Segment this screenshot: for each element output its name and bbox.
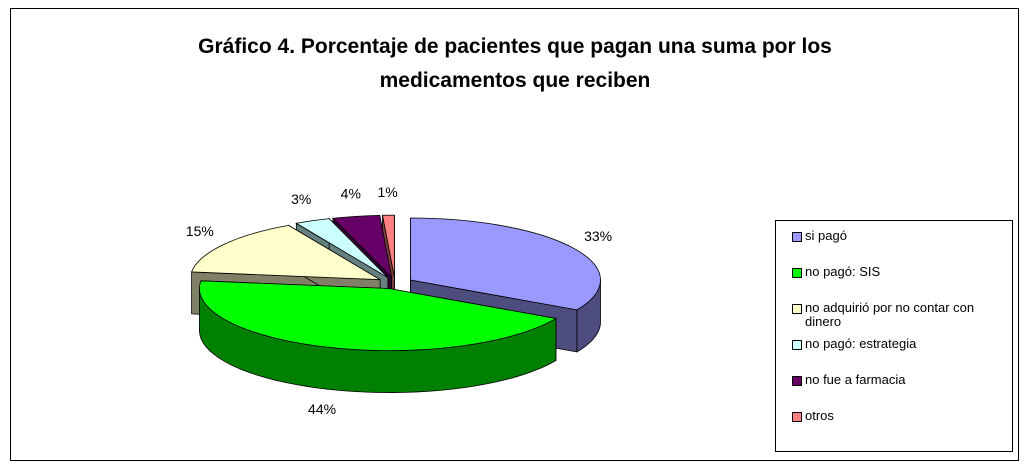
slice	[199, 280, 558, 351]
chart-title: Gráfico 4. Porcentaje de pacientes que p…	[198, 35, 832, 92]
legend-item: no fue a farmacia	[792, 372, 1006, 387]
legend-label: no fue a farmacia	[805, 372, 906, 387]
chart-frame	[10, 8, 1019, 461]
data-label: 33%	[584, 228, 612, 244]
data-label: 44%	[308, 401, 336, 417]
legend-swatch	[792, 232, 802, 242]
legend-swatch	[792, 412, 802, 422]
slice	[332, 214, 393, 279]
legend-swatch	[792, 268, 802, 278]
legend-swatch	[792, 340, 802, 350]
legend-label: si pagó	[805, 228, 847, 243]
legend-item: no pagó: estrategia	[792, 336, 1006, 351]
legend-swatch	[792, 376, 802, 386]
slice	[191, 224, 381, 281]
slice	[410, 217, 601, 311]
legend-item: otros	[792, 408, 1006, 423]
legend-item: no pagó: SIS	[792, 264, 1006, 279]
legend-item: no adquirió por no contar con dinero	[792, 300, 1006, 329]
legend-label: otros	[805, 408, 834, 423]
data-label: 4%	[341, 185, 361, 201]
slice	[295, 218, 389, 278]
legend-label: no pagó: estrategia	[805, 336, 917, 351]
data-label: 15%	[186, 223, 214, 239]
legend: si pagó no pagó: SIS no adquirió por no co…	[775, 220, 1013, 452]
data-label: 3%	[291, 191, 311, 207]
data-label: 1%	[377, 184, 397, 200]
legend-swatch	[792, 304, 802, 314]
legend-label: no pagó: SIS	[805, 264, 881, 279]
slice	[382, 214, 395, 278]
legend-item: si pagó	[792, 228, 1006, 243]
legend-label: no adquirió por no contar con dinero	[805, 300, 975, 329]
